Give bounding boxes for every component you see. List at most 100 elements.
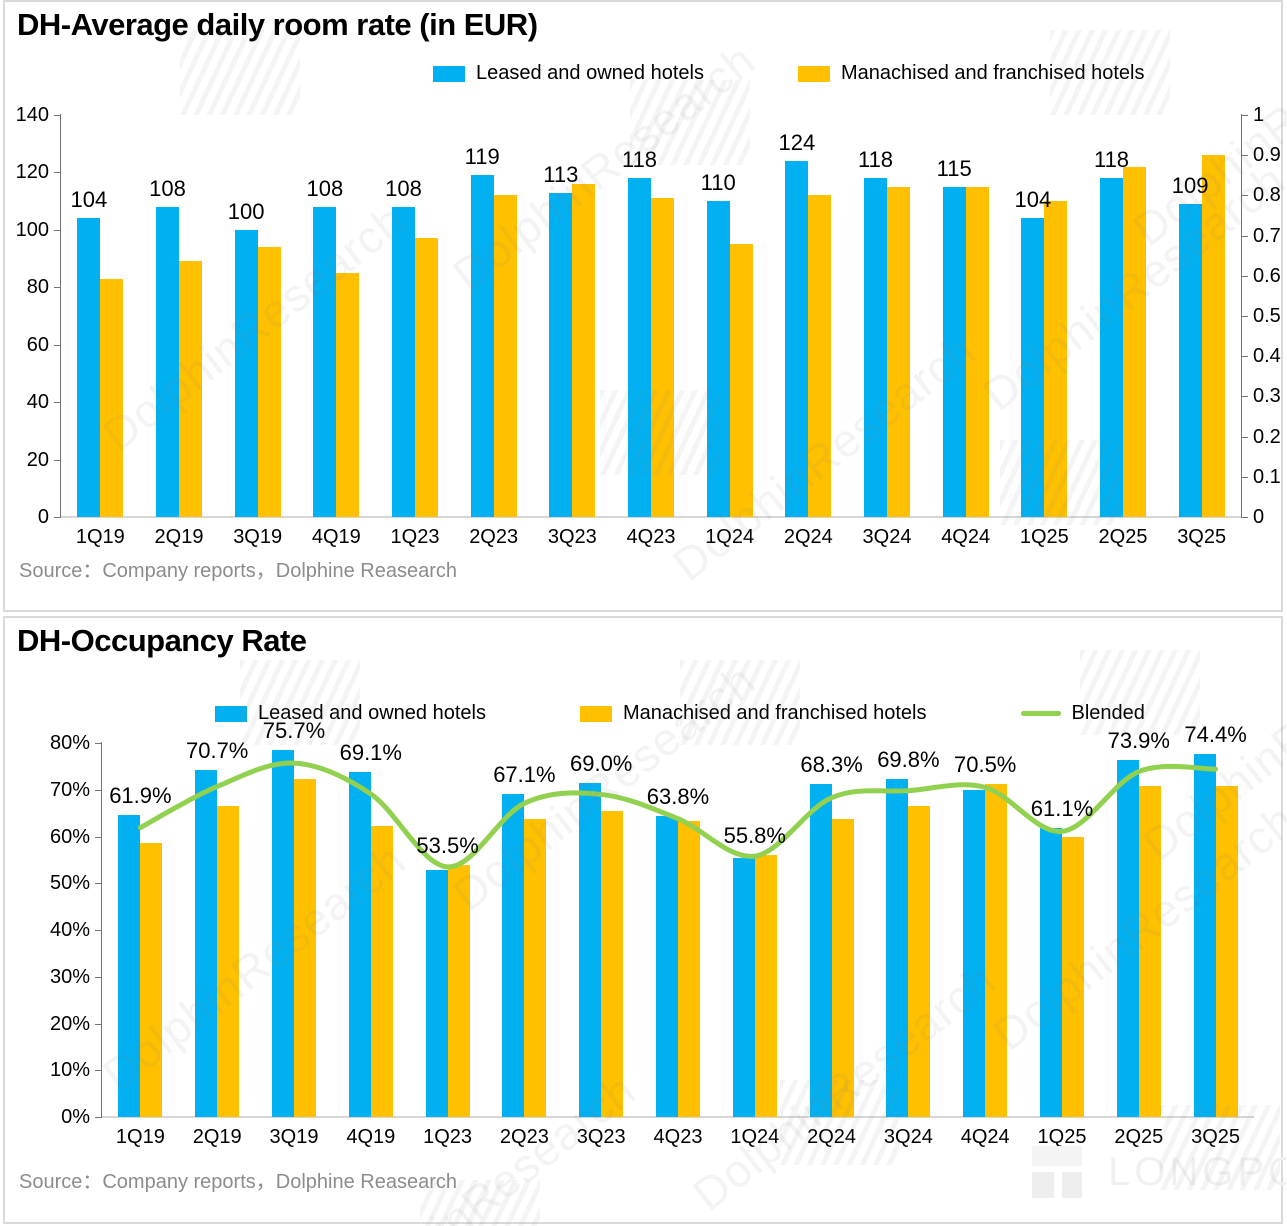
occupancy-plot-area: 0% 10% 20% 30% 40% 50% 60% 70% 80% 1Q19 2Q19 3Q19 4Q… (50, 718, 1254, 1148)
y-tick-mark (95, 789, 102, 791)
longport-logo-icon (1032, 1146, 1082, 1198)
y-tick-mark (95, 743, 102, 744)
legend-item: Manachised and franchised hotels (797, 62, 1145, 85)
bar-leased-owned (886, 779, 909, 1117)
x-tick-label: 4Q19 (346, 1126, 396, 1148)
bar-value-label: 110 (700, 170, 736, 196)
y-tick-mark (54, 344, 61, 346)
y-tick-label: 80% (49, 732, 90, 754)
x-tick-label: 4Q23 (626, 526, 676, 548)
x-tick-label: 4Q24 (960, 1126, 1010, 1148)
blended-value-label: 61.1% (1030, 796, 1094, 822)
x-tick-label: 2Q19 (192, 1126, 242, 1148)
bar-manachised-franchised (808, 195, 832, 517)
bar-value-label: 104 (1014, 187, 1052, 213)
x-tick-label: 1Q19 (115, 1126, 165, 1148)
bar-leased-owned (470, 175, 494, 517)
bar-leased-owned (579, 783, 602, 1117)
bar-leased-owned (1021, 218, 1045, 517)
bar-leased-owned (425, 870, 448, 1117)
bar-value-label: 124 (778, 129, 816, 155)
x-tick-label: 2Q19 (154, 526, 204, 548)
y-tick-mark (95, 1070, 102, 1072)
bar-leased-owned (118, 814, 141, 1117)
secondary-y-tick-label: 0 (1253, 506, 1265, 528)
blended-value-label: 53.5% (416, 832, 479, 858)
bar-manachised-franchised (179, 261, 202, 517)
bar-manachised-franchised (965, 186, 989, 517)
bar-leased-owned (272, 749, 294, 1117)
bar-leased-owned (195, 769, 218, 1117)
adr-chart-title: DH-Average daily room rate (in EUR) (17, 7, 538, 42)
bar-manachised-franchised (1201, 155, 1225, 517)
x-axis-line (61, 516, 1241, 518)
x-tick-label: 4Q19 (311, 526, 361, 548)
bar-manachised-franchised (1138, 785, 1161, 1117)
blended-value-label: 69.1% (339, 740, 402, 765)
bar-manachised-franchised (524, 819, 547, 1117)
bar-manachised-franchised (678, 821, 700, 1117)
adr-plot-area: 0 20 40 60 80 100 120 140 0 0.1 0.2 0.3 0.4 0.5 0.6 0.7… (16, 105, 1281, 548)
bar-leased-owned (1040, 828, 1062, 1117)
y-tick-label: 60% (49, 825, 90, 848)
x-tick-label: 2Q24 (807, 1126, 857, 1148)
bar-leased-owned (785, 160, 809, 517)
x-tick-label: 2Q25 (1114, 1126, 1164, 1148)
bar-leased-owned (1193, 754, 1216, 1117)
y-tick-mark (54, 459, 61, 461)
x-tick-label: 3Q19 (269, 1126, 319, 1148)
y-tick-label: 10% (49, 1059, 90, 1082)
blended-value-label: 68.3% (800, 752, 863, 778)
legend-label: Leased and owned hotels (476, 62, 704, 84)
bar-value-label: 118 (1093, 147, 1130, 173)
y-axis-line (101, 742, 102, 1117)
bar-leased-owned (1178, 204, 1202, 517)
bar-manachised-franchised (908, 806, 931, 1117)
adr-source-note: Source：Company reports，Dolphine Reasearc… (19, 560, 457, 582)
legend-swatch (579, 705, 612, 722)
y-tick-mark (95, 930, 102, 931)
blended-value-label: 69.0% (569, 751, 633, 777)
secondary-y-tick-mark (1241, 115, 1248, 116)
x-tick-label: 1Q24 (705, 526, 755, 548)
blended-value-label: 70.7% (185, 737, 249, 763)
x-tick-label: 3Q25 (1177, 526, 1227, 548)
bar-leased-owned (706, 201, 730, 517)
bar-manachised-franchised (651, 198, 674, 517)
bar-manachised-franchised (1044, 201, 1068, 517)
bar-manachised-franchised (1123, 166, 1146, 517)
y-tick-label: 0 (37, 506, 49, 528)
y-tick-label: 120 (15, 161, 49, 184)
x-tick-label: 4Q24 (941, 526, 991, 548)
x-tick-label: 3Q23 (576, 1126, 626, 1148)
secondary-y-tick-mark (1241, 396, 1248, 398)
legend-item: Blended (1020, 702, 1145, 725)
bar-leased-owned (156, 206, 179, 517)
bar-manachised-franchised (887, 186, 910, 517)
bar-value-label: 118 (621, 147, 658, 173)
bar-leased-owned (1116, 760, 1139, 1117)
bar-value-label: 115 (936, 155, 972, 181)
occupancy-chart-panel: DH-Occupancy Rate Leased and owned hotel… (3, 616, 1283, 1224)
bar-manachised-franchised (217, 806, 240, 1117)
y-tick-mark (54, 172, 61, 174)
bar-leased-owned (732, 858, 755, 1117)
y-tick-label: 100 (15, 218, 49, 241)
adr-chart-panel: DH-Average daily room rate (in EUR) Leas… (3, 0, 1283, 612)
bar-value-label: 113 (543, 161, 579, 187)
adr-legend: Leased and owned hotels Manachised and fr… (433, 62, 1145, 85)
bar-value-label: 108 (149, 175, 186, 201)
x-tick-label: 1Q25 (1019, 526, 1069, 548)
legend-label: Leased and owned hotels (258, 702, 486, 724)
y-tick-mark (54, 229, 61, 231)
bar-manachised-franchised (1215, 786, 1238, 1117)
blended-value-label: 73.9% (1107, 728, 1170, 754)
secondary-y-tick-mark (1241, 235, 1248, 237)
y-tick-label: 40 (26, 391, 49, 414)
secondary-y-tick-label: 0.2 (1253, 425, 1281, 448)
bar-leased-owned (234, 229, 258, 517)
bar-value-label: 119 (464, 144, 500, 170)
bar-manachised-franchised (370, 825, 393, 1117)
y-tick-label: 140 (15, 104, 49, 126)
legend-item: Leased and owned hotels (433, 62, 704, 85)
